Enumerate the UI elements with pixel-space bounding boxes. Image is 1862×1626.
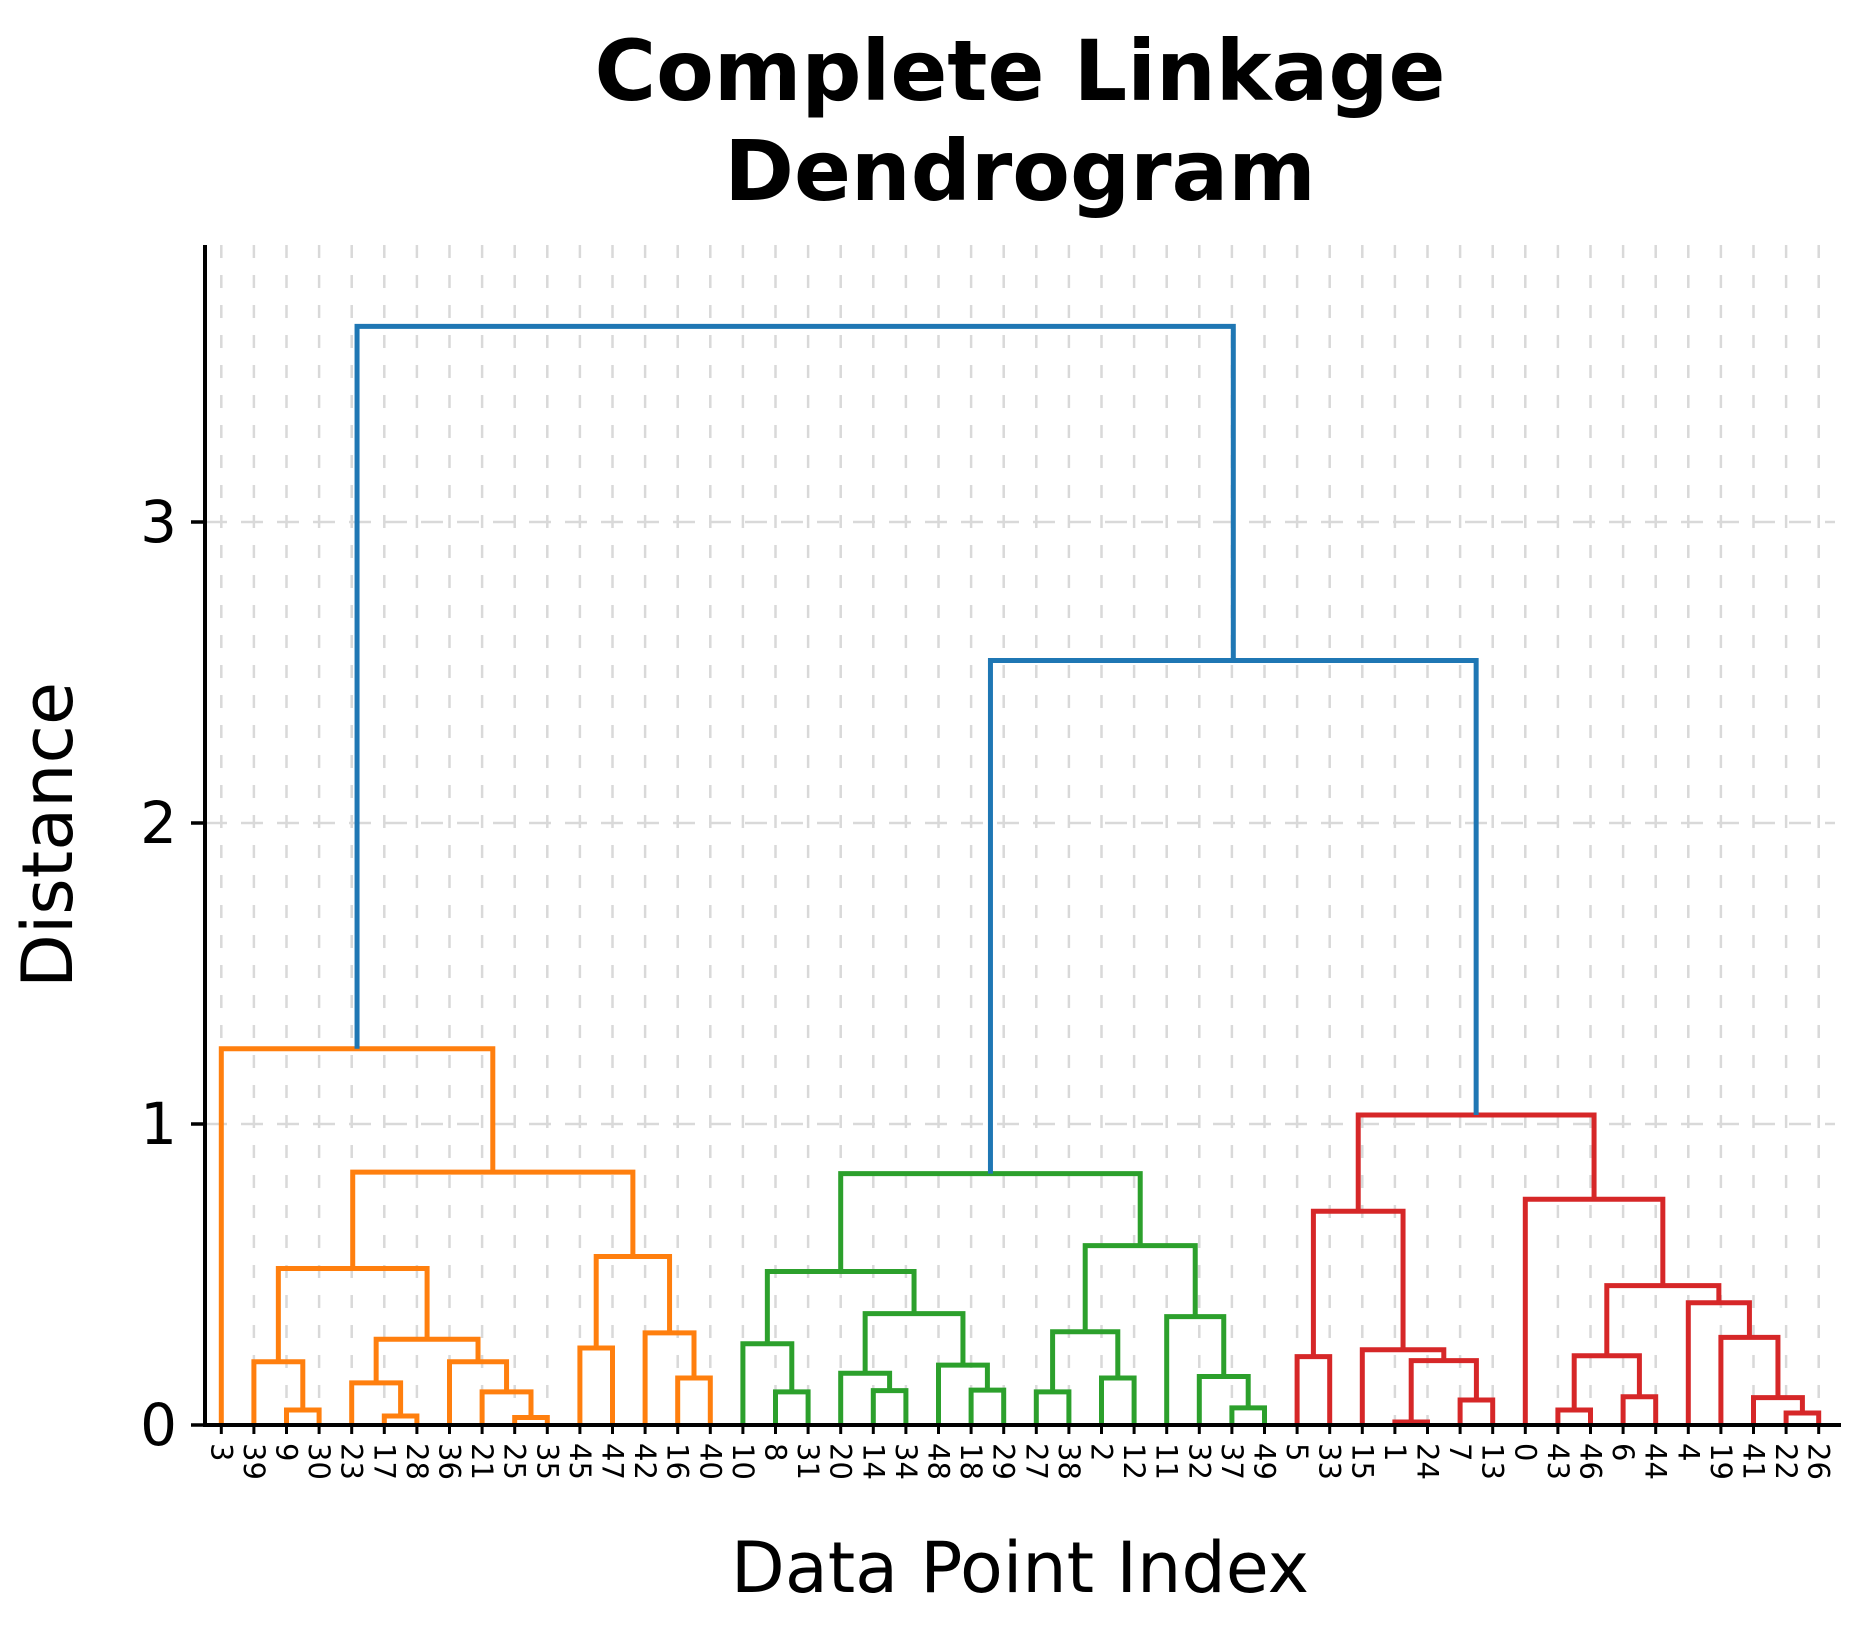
leaf-label: 3	[204, 1443, 238, 1461]
leaf-label: 9	[270, 1443, 304, 1461]
leaf-label: 33	[1313, 1443, 1347, 1480]
leaf-label: 15	[1345, 1443, 1379, 1480]
dendrogram-links	[218, 323, 1822, 1425]
leaf-label: 4	[1671, 1443, 1705, 1461]
y-tick-label: 0	[140, 1391, 177, 1459]
leaf-label: 26	[1802, 1443, 1836, 1480]
leaf-label: 36	[433, 1443, 467, 1480]
y-tick-label: 1	[140, 1090, 177, 1158]
leaf-label: 22	[1769, 1443, 1803, 1480]
leaf-label: 0	[1508, 1443, 1542, 1461]
leaf-label: 49	[1248, 1443, 1282, 1480]
chart-title-line-2: Dendrogram	[724, 122, 1316, 220]
leaf-label: 10	[726, 1443, 760, 1480]
tick-labels: 0123339930231728362125354547421640108312…	[140, 488, 1836, 1480]
leaf-label: 30	[302, 1443, 336, 1480]
leaf-label: 18	[954, 1443, 988, 1480]
axes	[191, 245, 1841, 1434]
leaf-label: 1	[1378, 1443, 1412, 1461]
leaf-label: 8	[759, 1443, 793, 1461]
leaf-label: 14	[856, 1443, 890, 1480]
leaf-label: 17	[367, 1443, 401, 1480]
leaf-label: 25	[498, 1443, 532, 1480]
y-axis-label: Distance	[7, 682, 89, 988]
leaf-label: 46	[1574, 1443, 1608, 1480]
leaf-label: 47	[596, 1443, 630, 1480]
leaf-label: 45	[563, 1443, 597, 1480]
leaf-label: 44	[1639, 1443, 1673, 1480]
leaf-label: 31	[791, 1443, 825, 1480]
chart-title-line-1: Complete Linkage	[595, 22, 1446, 120]
leaf-label: 21	[465, 1443, 499, 1480]
leaf-label: 41	[1737, 1443, 1771, 1480]
leaf-label: 19	[1704, 1443, 1738, 1480]
leaf-label: 20	[824, 1443, 858, 1480]
leaf-label: 16	[661, 1443, 695, 1480]
leaf-label: 7	[1443, 1443, 1477, 1461]
leaf-label: 37	[1215, 1443, 1249, 1480]
leaf-label: 27	[1019, 1443, 1053, 1480]
x-axis-label: Data Point Index	[731, 1527, 1309, 1609]
y-tick-label: 2	[140, 789, 177, 857]
leaf-label: 28	[400, 1443, 434, 1480]
leaf-label: 34	[889, 1443, 923, 1480]
y-tick-label: 3	[140, 488, 177, 556]
leaf-label: 24	[1411, 1443, 1445, 1480]
leaf-label: 43	[1541, 1443, 1575, 1480]
leaf-label: 11	[1150, 1443, 1184, 1480]
leaf-label: 39	[237, 1443, 271, 1480]
leaf-label: 23	[335, 1443, 369, 1480]
leaf-label: 40	[693, 1443, 727, 1480]
leaf-label: 2	[1085, 1443, 1119, 1461]
leaf-label: 12	[1117, 1443, 1151, 1480]
leaf-label: 42	[628, 1443, 662, 1480]
leaf-label: 5	[1280, 1443, 1314, 1461]
leaf-label: 38	[1052, 1443, 1086, 1480]
leaf-label: 32	[1182, 1443, 1216, 1480]
leaf-label: 35	[530, 1443, 564, 1480]
leaf-label: 13	[1476, 1443, 1510, 1480]
leaf-label: 6	[1606, 1443, 1640, 1461]
leaf-label: 29	[987, 1443, 1021, 1480]
grid-lines	[205, 245, 1835, 1425]
leaf-label: 48	[922, 1443, 956, 1480]
